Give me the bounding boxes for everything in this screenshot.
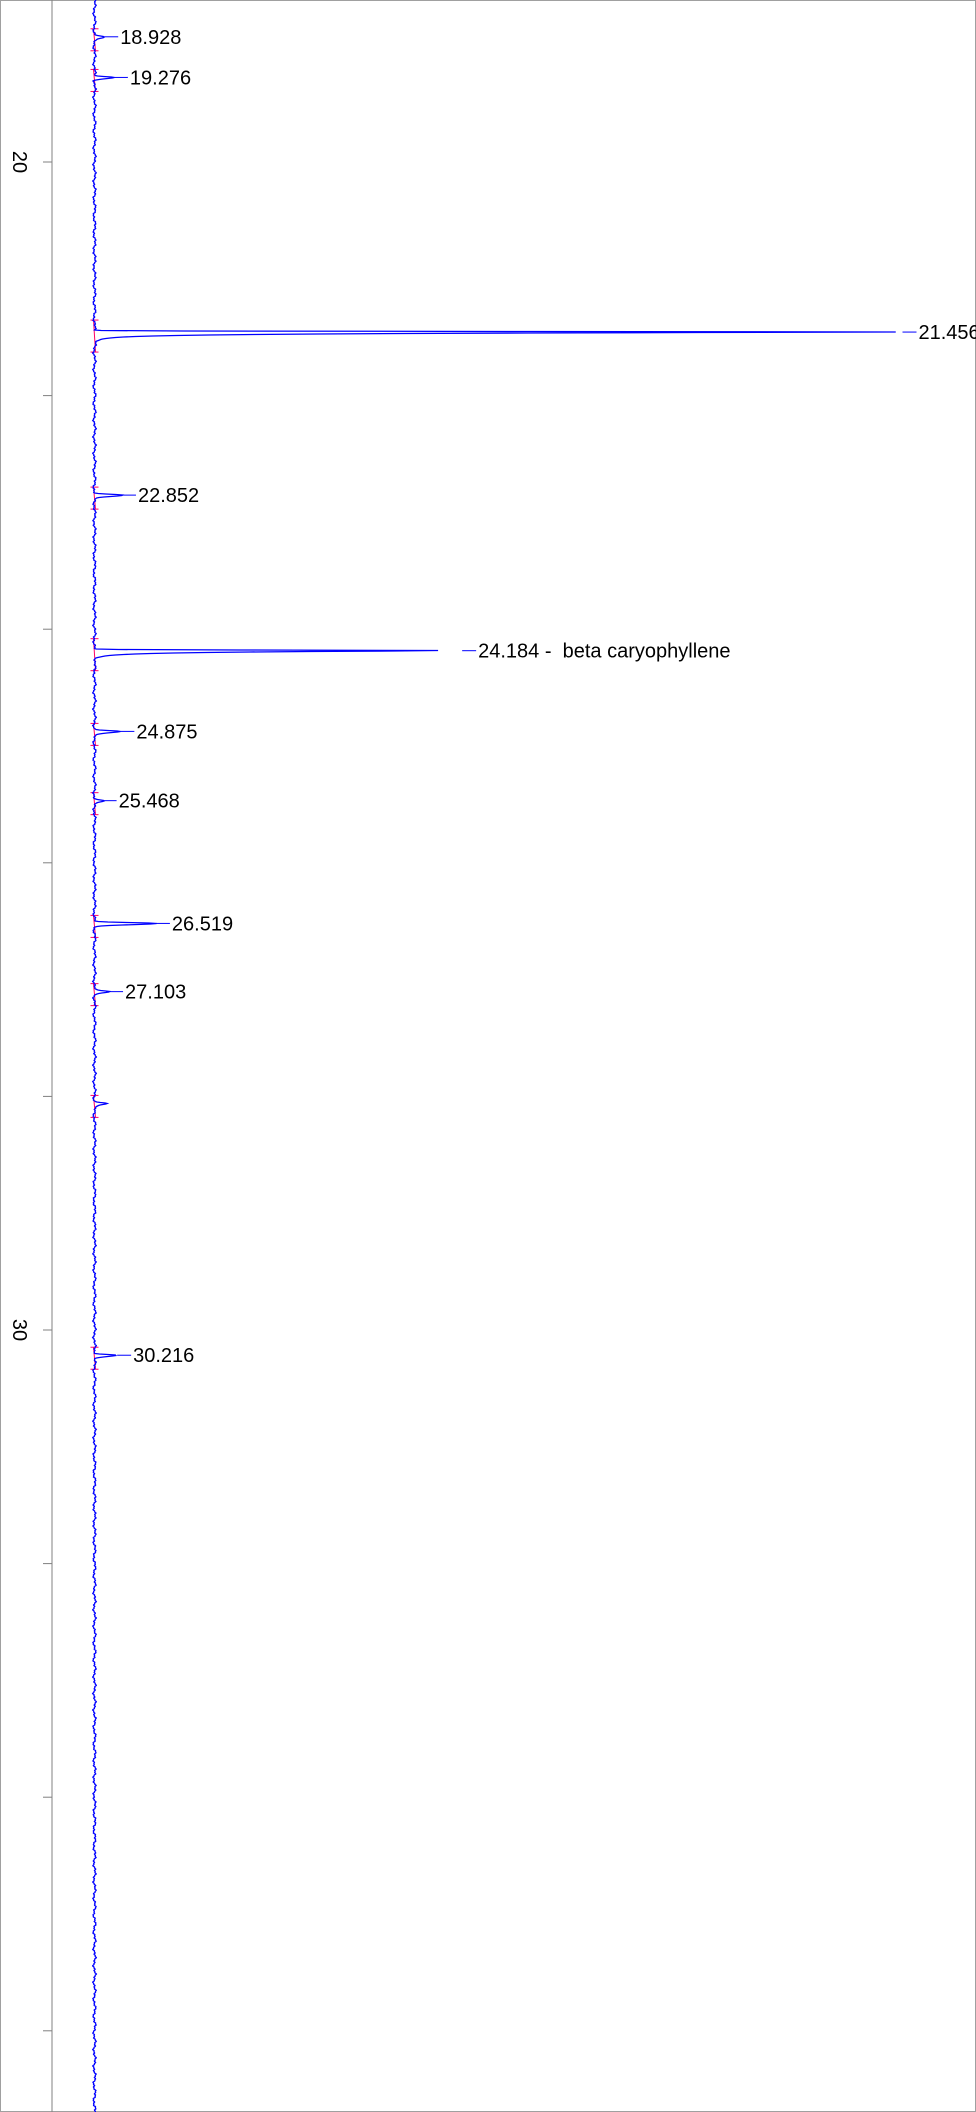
axis-tick-label: 30 [8,1319,30,1341]
peak-label: 26.519 [172,913,233,935]
peak-label: 19.276 [130,67,191,89]
peak-label: 24.184 - beta caryophyllene [478,641,730,663]
peak-label: 22.852 [138,485,199,507]
signal-trace [91,0,896,2112]
peak-label: 24.875 [136,721,197,743]
peak-label: 30.216 [133,1345,194,1367]
peak-label: 27.103 [125,982,186,1004]
peak-label: 25.468 [119,791,180,813]
peak-label: 21.456 [919,322,976,344]
peak-label: 18.928 [120,27,181,49]
peak-labels: 18.928 19.276 21.456 22.852 24.184 - beta ca… [102,27,976,1367]
axis-tick-label: 20 [8,151,30,173]
